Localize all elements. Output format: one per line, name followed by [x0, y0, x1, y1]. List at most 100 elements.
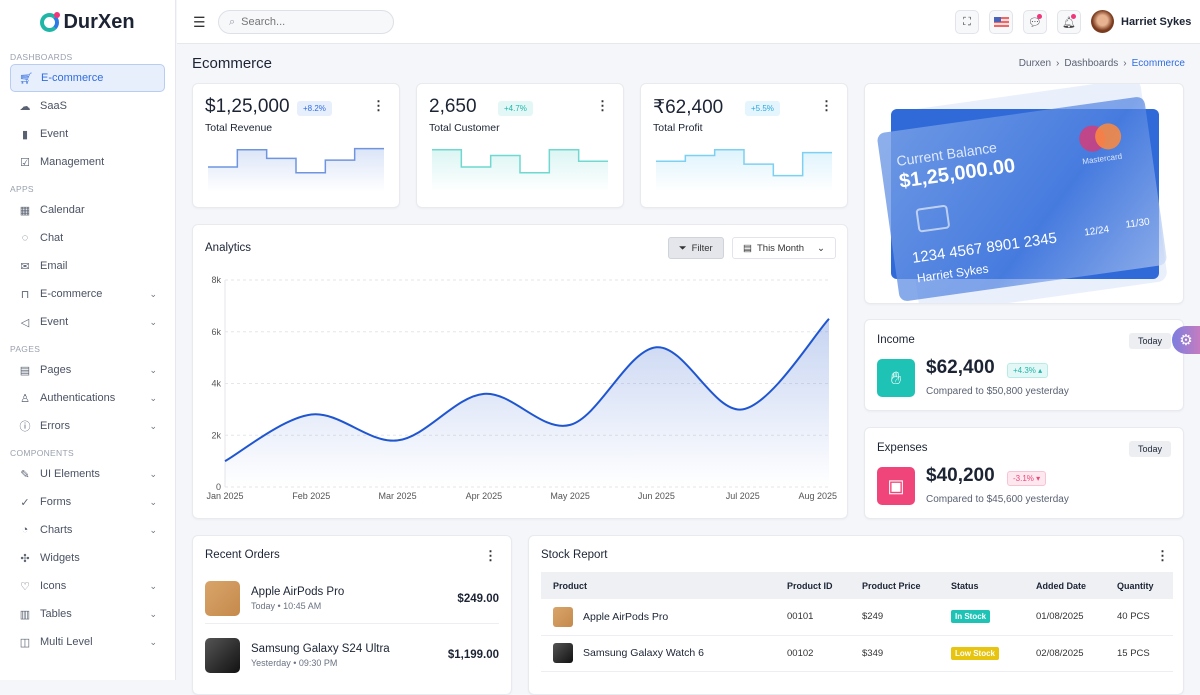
sidebar-item-label: Multi Level	[40, 636, 93, 648]
sidebar-item-widgets[interactable]: ✣ Widgets	[10, 544, 165, 572]
y-tick-label: 6k	[211, 327, 221, 337]
language-button[interactable]	[989, 10, 1013, 34]
order-item[interactable]: Apple AirPods Pro Today • 10:45 AM $249.00	[205, 574, 499, 624]
column-header: Product	[541, 572, 775, 599]
sparkline-line	[656, 149, 832, 177]
quantity: 15 PCS	[1105, 635, 1173, 672]
sidebar-item-label: Event	[40, 316, 69, 328]
chevron-down-icon: ⌄	[149, 288, 157, 299]
cart-icon: 🛒︎	[19, 72, 33, 85]
stat-value: 2,650	[429, 96, 477, 117]
sidebar-item-calendar[interactable]: ▦ Calendar	[10, 196, 165, 224]
cash-icon: ▣	[877, 467, 915, 505]
sidebar-item-errors[interactable]: ⓘ Errors ⌄	[10, 412, 165, 440]
period-button[interactable]: Today	[1128, 333, 1171, 349]
more-options-icon[interactable]: ⋮	[820, 98, 833, 113]
pie-icon: ◔	[21, 524, 29, 536]
sidebar-item-icons[interactable]: ♡ Icons ⌄	[10, 572, 165, 600]
settings-gear-icon[interactable]: ⚙	[1172, 326, 1200, 354]
more-options-icon[interactable]: ⋮	[1156, 548, 1169, 563]
stat-value: $1,25,000	[205, 96, 290, 117]
sidebar-item-charts[interactable]: ◔ Charts ⌄	[10, 516, 165, 544]
y-tick-label: 4k	[211, 379, 221, 389]
sidebar-section-title: COMPONENTS	[10, 448, 74, 458]
recent-orders-card: Recent Orders ⋮ Apple AirPods Pro Today •…	[192, 535, 512, 695]
chevron-down-icon: ⌄	[149, 364, 157, 375]
sidebar-item-tables[interactable]: ▥ Tables ⌄	[10, 600, 165, 628]
sidebar-item-label: SaaS	[40, 100, 67, 112]
sidebar-item-ui-elements[interactable]: ✎ UI Elements ⌄	[10, 460, 165, 488]
stat-label: Total Profit	[653, 122, 703, 134]
chat-icon: 💬︎	[1028, 16, 1042, 29]
notification-dot	[1037, 14, 1042, 19]
check-circle-icon: ✓	[20, 496, 30, 509]
sidebar-item-label: Email	[40, 260, 68, 272]
bag-icon: ⊓	[20, 288, 30, 301]
sidebar: DurXen DASHBOARDS 🛒︎ E-commerce ☁ SaaS ▮ Event…	[0, 0, 176, 680]
breadcrumb-item[interactable]: Dashboards	[1064, 58, 1119, 69]
more-options-icon[interactable]: ⋮	[372, 98, 385, 113]
sidebar-item-label: Calendar	[40, 204, 85, 216]
sidebar-item-multi-level[interactable]: ◫ Multi Level ⌄	[10, 628, 165, 656]
expenses-title: Expenses	[877, 442, 928, 454]
sidebar-item-e-commerce[interactable]: ⊓ E-commerce ⌄	[10, 280, 165, 308]
stat-card: ₹62,400 +5.5% ⋮ Total Profit	[640, 83, 848, 208]
heart-icon: ♡	[20, 580, 30, 593]
fullscreen-button[interactable]: ⛶	[955, 10, 979, 34]
sidebar-item-label: Errors	[40, 420, 70, 432]
stat-label: Total Customer	[429, 122, 500, 134]
sidebar-item-pages[interactable]: ▤ Pages ⌄	[10, 356, 165, 384]
sidebar-item-event[interactable]: ◁ Event ⌄	[10, 308, 165, 336]
expenses-change-badge: -3.1% ▾	[1007, 471, 1047, 486]
balance-card-widget: Current Balance $1,25,000.00 1234 4567 8…	[864, 83, 1184, 304]
table-row[interactable]: Apple AirPods Pro 00101 $249 In Stock 01/…	[541, 599, 1173, 636]
income-change-badge: +4.3% ▴	[1007, 363, 1049, 378]
sidebar-item-label: Icons	[40, 580, 67, 592]
chevron-down-icon: ⌄	[149, 468, 157, 479]
sidebar-item-e-commerce[interactable]: 🛒︎ E-commerce	[10, 64, 165, 92]
recent-orders-title: Recent Orders	[205, 549, 280, 561]
x-tick-label: Jun 2025	[638, 491, 675, 501]
search-input[interactable]	[241, 16, 372, 28]
header: ☰ ⌕ ⛶ 💬︎ 🔔︎ Harriet Sykes	[177, 0, 1200, 44]
chevron-right-icon: ›	[1056, 58, 1060, 69]
breadcrumb: Durxen › Dashboards › Ecommerce	[1019, 58, 1185, 69]
breadcrumb-current: Ecommerce	[1131, 58, 1185, 69]
order-item[interactable]: Samsung Galaxy S24 Ultra Yesterday • 09:3…	[205, 630, 499, 680]
column-header: Product Price	[850, 572, 939, 599]
sidebar-item-authentications[interactable]: ♙ Authentications ⌄	[10, 384, 165, 412]
sidebar-item-email[interactable]: ✉ Email	[10, 252, 165, 280]
breadcrumb-item[interactable]: Durxen	[1018, 58, 1052, 69]
notification-dot	[1071, 14, 1076, 19]
hamburger-menu-icon[interactable]: ☰	[193, 14, 206, 30]
sidebar-item-management[interactable]: ☑ Management	[10, 148, 165, 176]
table-row[interactable]: Samsung Galaxy Watch 6 00102 $349 Low Sto…	[541, 635, 1173, 672]
notifications-button[interactable]: 🔔︎	[1057, 10, 1081, 34]
order-name: Apple AirPods Pro	[251, 586, 345, 598]
x-tick-label: Jul 2025	[726, 491, 760, 501]
user-name[interactable]: Harriet Sykes	[1121, 16, 1192, 28]
more-options-icon[interactable]: ⋮	[596, 98, 609, 113]
more-options-icon[interactable]: ⋮	[484, 548, 497, 563]
sidebar-item-chat[interactable]: ◌ Chat	[10, 224, 165, 252]
order-name: Samsung Galaxy S24 Ultra	[251, 642, 390, 655]
sidebar-item-forms[interactable]: ✓ Forms ⌄	[10, 488, 165, 516]
filter-button[interactable]: ⏷ Filter	[668, 237, 724, 259]
y-tick-label: 2k	[211, 430, 221, 440]
search-box[interactable]: ⌕	[218, 10, 394, 34]
period-dropdown[interactable]: ▤ This Month ⌄	[732, 237, 836, 259]
sidebar-item-event[interactable]: ▮ Event	[10, 120, 165, 148]
sidebar-item-label: Forms	[40, 496, 72, 508]
period-button[interactable]: Today	[1128, 441, 1171, 457]
sidebar-item-saas[interactable]: ☁ SaaS	[10, 92, 165, 120]
messages-button[interactable]: 💬︎	[1023, 10, 1047, 34]
avatar[interactable]	[1091, 10, 1114, 33]
brand-name: DurXen	[63, 10, 135, 33]
sparkline	[208, 147, 384, 192]
order-time: Today • 10:45 AM	[251, 601, 322, 611]
income-value: $62,400	[926, 357, 995, 378]
chevron-down-icon: ⌄	[149, 392, 157, 403]
card-network: Mastercard	[1081, 151, 1123, 167]
logo[interactable]: DurXen	[0, 0, 175, 44]
status-badge: In Stock	[951, 610, 991, 624]
